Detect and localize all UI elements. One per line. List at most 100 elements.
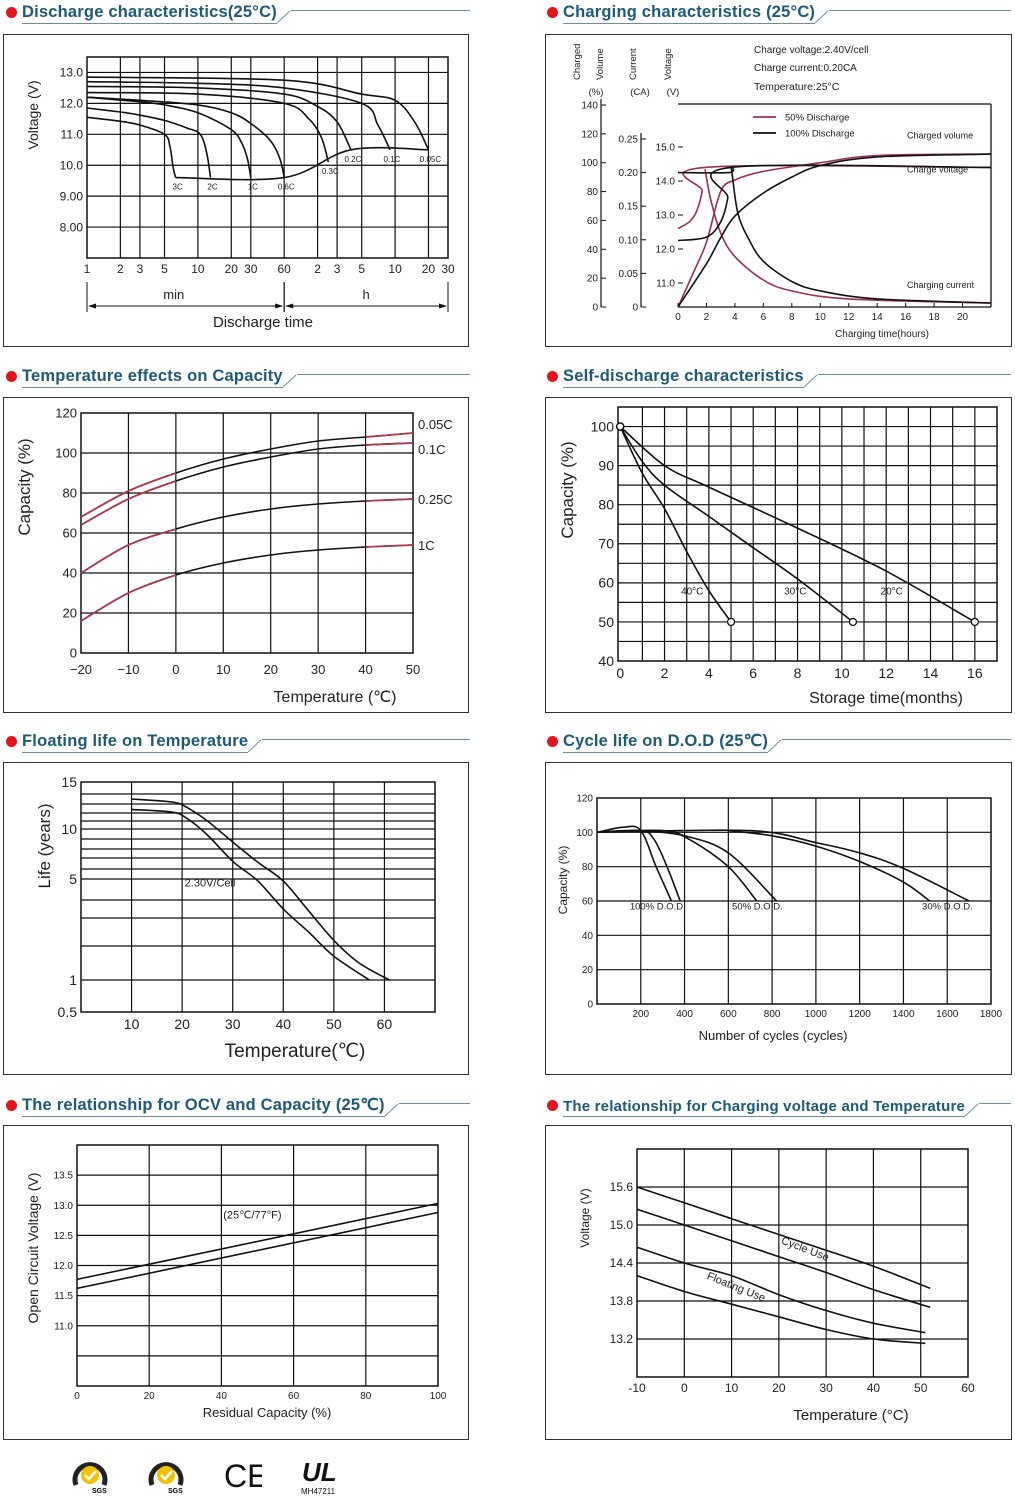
- y-axis-label: Voltage (V): [578, 1188, 592, 1247]
- series-line: [131, 798, 390, 981]
- x-tick-label: 100: [430, 1391, 447, 1402]
- y-tick-label: 15.0: [610, 1218, 634, 1232]
- title-underline-decoration: [768, 739, 782, 753]
- x-tick-label: 50: [406, 662, 420, 677]
- x-tick-label: 10: [191, 262, 205, 276]
- x-tick-label: 4: [732, 312, 738, 323]
- series-line: [86, 76, 430, 151]
- series-line: [80, 498, 414, 574]
- charge-condition: Charge voltage:2.40V/cell: [754, 45, 869, 56]
- y-tick-label: 0: [587, 1000, 593, 1011]
- x-tick-label: 5: [161, 262, 168, 276]
- x-tick-label: 6: [761, 312, 767, 323]
- x-tick-label: 60: [961, 1381, 975, 1395]
- y-tick-label-voltage: 15.0: [656, 143, 676, 154]
- series-line: [86, 80, 391, 151]
- y-axis-label: Capacity (%): [558, 441, 577, 538]
- x-tick-label: -10: [628, 1381, 646, 1395]
- axis-unit-voltage: (V): [667, 87, 680, 98]
- series-line: [86, 91, 330, 163]
- chart-4: 10 20 30 40 50 60 15 10 5 1 0.5 2.30V/Cell Life (yea…: [35, 774, 436, 1062]
- series-line: [596, 829, 681, 902]
- y-tick-label-voltage: 11.0: [656, 279, 675, 290]
- x-tick-label: 18: [929, 312, 941, 323]
- series-line: [76, 1211, 439, 1290]
- x-tick-label: 20: [174, 1016, 190, 1032]
- y-tick-label: 11.5: [54, 1291, 73, 1302]
- title-underline-decoration: [965, 1103, 979, 1117]
- panel-title-ocv-capacity: The relationship for OCV and Capacity (2…: [4, 1093, 470, 1117]
- axis-header-current: Current: [628, 48, 639, 80]
- y-tick-label: 20: [582, 965, 594, 976]
- x-tick-label: 12: [843, 312, 855, 323]
- panel-title-temperature-capacity: Temperature effects on Capacity: [4, 364, 470, 388]
- y-tick-label: 80: [598, 497, 614, 513]
- charge-condition: Charge current:0.20CA: [754, 63, 857, 74]
- series-label: 40°C: [681, 587, 703, 598]
- y-tick-label-current: 0.15: [619, 202, 639, 213]
- x-tick-label: 60: [288, 1391, 300, 1402]
- plot-frame: [76, 1144, 439, 1387]
- y-tick-label: 20: [63, 606, 77, 621]
- title-underline-decoration: [815, 10, 829, 24]
- y-tick-label-voltage: 14.0: [656, 177, 676, 188]
- y-tick-label: 13.0: [54, 1201, 74, 1212]
- svg-text:MH47211: MH47211: [301, 1487, 336, 1496]
- y-tick-label: 12.5: [54, 1231, 74, 1242]
- series-line: [80, 544, 414, 622]
- chart-3: 0 2 4 6 8 10 12 14 16 40 50 60 70 80 90 100 40°C 30°C 20°C…: [558, 406, 998, 707]
- sgs-logo-2: SGS: [146, 1455, 186, 1495]
- x-tick-label: 40: [275, 1016, 291, 1032]
- axis-unit-current: (CA): [630, 87, 650, 98]
- chart-5: 200 400 600 800 1000 1200 1400 1600 1800 0 20 40 60 8…: [556, 794, 1002, 1044]
- x-tick-label: 16: [967, 665, 983, 681]
- y-tick-label: 13.5: [54, 1171, 74, 1182]
- x-tick-label: 3: [137, 262, 144, 276]
- x-tick-label: 2: [661, 665, 669, 681]
- y-tick-label: 100: [55, 446, 77, 461]
- x-tick-label: 10: [815, 312, 827, 323]
- legend-label: 100% Discharge: [785, 129, 855, 140]
- x-tick-label: −10: [117, 662, 139, 677]
- series-line: [677, 164, 992, 230]
- series-line: [640, 829, 778, 902]
- x-tick-label: 200: [632, 1009, 649, 1020]
- series-line: [636, 1246, 926, 1334]
- end-marker: [970, 617, 979, 627]
- series-segment-highlight: [365, 544, 414, 548]
- title-text: Cycle life on D.O.D (25℃): [563, 731, 769, 753]
- series-segment-highlight: [80, 574, 177, 622]
- series-segment-highlight: [80, 528, 177, 574]
- x-tick-label: 40: [216, 1391, 228, 1402]
- bullet-icon: [547, 371, 558, 382]
- chart-7: -10 0 10 20 30 40 50 6013.213.814.415.015.6Cycl…: [578, 1148, 975, 1424]
- series-line: [86, 85, 352, 151]
- y-tick-label-voltage: 13.0: [656, 211, 676, 222]
- series-label: 0.1C: [418, 442, 445, 457]
- title-text: The relationship for Charging voltage an…: [563, 1098, 966, 1117]
- y-tick-label: 80: [582, 862, 594, 873]
- title-underline-decoration: [276, 10, 291, 24]
- x-tick-label: 3: [334, 262, 341, 276]
- y-tick-label-current: 0.10: [619, 235, 639, 246]
- x-tick-label: 16: [900, 312, 912, 323]
- series-line: [728, 829, 931, 902]
- y-tick-label: 40: [582, 931, 594, 942]
- series-segment-highlight: [365, 498, 414, 502]
- x-tick-label: 10: [388, 262, 402, 276]
- end-marker: [616, 422, 625, 431]
- y-tick-label-volume: 60: [587, 216, 599, 227]
- series-line: [596, 825, 673, 902]
- x-tick-label: 20: [422, 262, 436, 276]
- y-tick-label: 60: [63, 526, 77, 541]
- x-tick-label: 0: [616, 665, 624, 681]
- series-line: [619, 426, 854, 623]
- series-label: 0.25C: [418, 492, 453, 507]
- y-tick-label: 11.0: [61, 128, 84, 142]
- y-tick-label-volume: 40: [587, 245, 599, 256]
- bullet-icon: [6, 1100, 17, 1111]
- y-tick-label-volume: 100: [581, 158, 598, 169]
- x-tick-label: 40: [358, 662, 372, 677]
- y-axis-label: Open Circuit Voltage (V): [25, 1173, 41, 1324]
- series-line: [86, 116, 177, 178]
